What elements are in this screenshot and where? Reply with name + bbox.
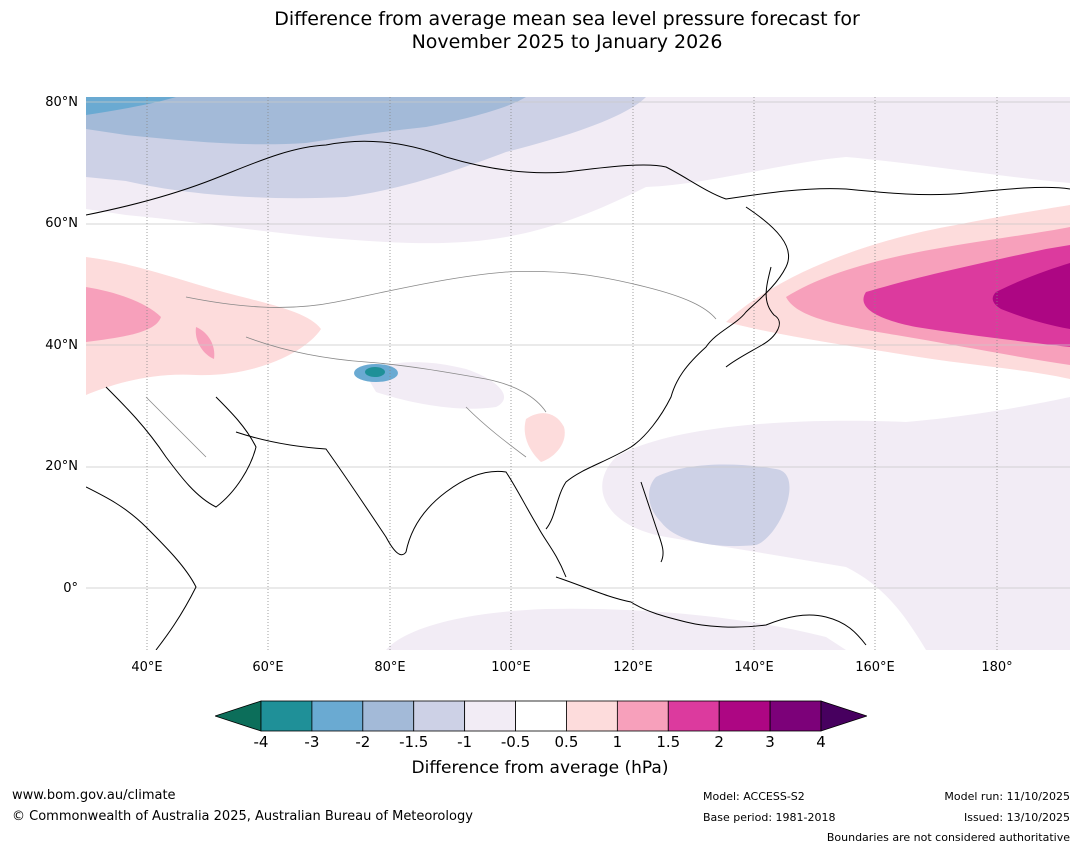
anomaly-region-lilac-tibet <box>366 362 505 409</box>
colorbar-tick-label: -0.5 <box>500 733 531 751</box>
colorbar-tick-label: 3 <box>765 733 775 751</box>
colorbar-tick-label: -1.5 <box>399 733 429 751</box>
coastline-philippines <box>640 481 664 563</box>
colorbar-bin <box>413 700 466 732</box>
colorbar-tick-label: 2 <box>714 733 724 751</box>
anomaly-region-lilac-pacific <box>602 397 1070 650</box>
colorbar-bin <box>566 700 618 732</box>
lat-label-equator: 0° <box>63 581 78 596</box>
anomaly-region-crimson-pacific <box>992 263 1070 329</box>
longitude-gridlines <box>146 97 998 650</box>
latitude-gridlines <box>86 101 1070 589</box>
coastline-south-asia <box>235 431 567 578</box>
coastline-eurasia-north <box>86 140 1070 216</box>
footer-website: www.bom.gov.au/climate <box>12 788 176 803</box>
chart-title: Difference from average mean sea level p… <box>0 8 1081 54</box>
lon-label-140e: 140°E <box>734 660 774 675</box>
colorbar-tick-label: -2 <box>355 733 371 751</box>
lat-label-40n: 40°N <box>45 338 78 353</box>
coastline-maritime <box>555 576 867 646</box>
title-line-1: Difference from average mean sea level p… <box>274 8 860 30</box>
lon-label-100e: 100°E <box>491 660 531 675</box>
footer-copyright: © Commonwealth of Australia 2025, Austra… <box>12 809 473 824</box>
colorbar-tick-label: -4 <box>253 733 269 751</box>
footer-base-period: Base period: 1981-2018 <box>703 811 836 824</box>
anomaly-region-teal-tibet <box>365 367 385 377</box>
lat-label-20n: 20°N <box>45 459 78 474</box>
colorbar-bin <box>464 700 516 732</box>
lon-label-120e: 120°E <box>613 660 653 675</box>
anomaly-region-magenta-pacific <box>863 245 1070 347</box>
colorbar-tick-label: 1.5 <box>656 733 681 751</box>
lon-label-80e: 80°E <box>374 660 406 675</box>
anomaly-region-pink-west <box>86 287 161 342</box>
colorbar-bin <box>616 700 669 732</box>
colorbar-bin <box>769 700 822 732</box>
colorbar-bin <box>667 700 720 732</box>
colorbar-bin <box>515 700 567 732</box>
footer-disclaimer: Boundaries are not considered authoritat… <box>826 831 1070 844</box>
anomaly-region-lilac-south <box>386 608 846 650</box>
lat-label-80n: 80°N <box>45 95 78 110</box>
colorbar-bin <box>260 700 313 732</box>
footer-issued: Issued: 13/10/2025 <box>963 811 1070 824</box>
colorbar-tick-label: 4 <box>816 733 826 751</box>
title-line-2: November 2025 to January 2026 <box>411 31 723 53</box>
lon-label-160e: 160°E <box>855 660 895 675</box>
colorbar-bin <box>311 700 364 732</box>
coastline-japan <box>725 266 780 368</box>
lat-label-60n: 60°N <box>45 216 78 231</box>
map-canvas <box>86 97 1070 650</box>
coastline-africa-horn <box>86 486 197 650</box>
country-boundaries <box>145 270 717 458</box>
lon-label-180: 180° <box>981 660 1013 675</box>
lon-label-40e: 40°E <box>131 660 163 675</box>
pressure-anomaly-map <box>86 97 1070 650</box>
anomaly-region-pale-pink-west <box>86 257 321 395</box>
colorbar-label: Difference from average (hPa) <box>411 758 669 778</box>
anomaly-region-blue-north <box>86 97 526 145</box>
colorbar-arrow-min <box>215 700 262 732</box>
footer-model-run: Model run: 11/10/2025 <box>944 790 1070 803</box>
anomaly-region-pale-pink-china <box>524 413 565 462</box>
footer-model: Model: ACCESS-S2 <box>703 790 805 803</box>
colorbar <box>215 700 867 732</box>
colorbar-bin <box>362 700 415 732</box>
colorbar-tick-label: -3 <box>304 733 320 751</box>
colorbar-arrow-max <box>820 700 867 732</box>
colorbar-tick-label: -1 <box>457 733 473 751</box>
colorbar-bin <box>718 700 771 732</box>
colorbar-tick-label: 0.5 <box>554 733 579 751</box>
lon-label-60e: 60°E <box>252 660 284 675</box>
anomaly-region-pink-caspian <box>195 327 215 359</box>
colorbar-tick-label: 1 <box>612 733 623 751</box>
coastlines <box>86 140 1070 650</box>
anomaly-region-teal-north <box>86 97 176 115</box>
coastline-east-asia <box>545 206 790 530</box>
coastline-arabia <box>105 386 257 508</box>
